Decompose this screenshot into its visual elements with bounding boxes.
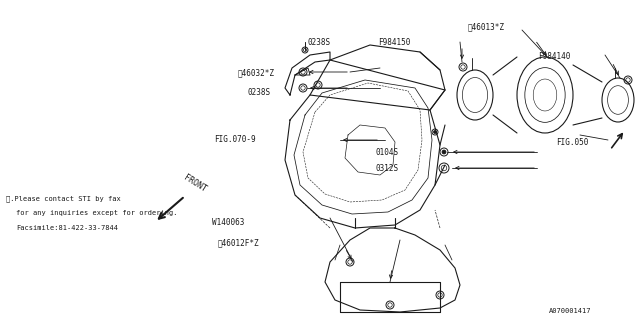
Text: ※.Please contact STI by fax: ※.Please contact STI by fax (6, 195, 121, 202)
Text: 0238S: 0238S (248, 88, 271, 97)
Text: Facsimile:81-422-33-7844: Facsimile:81-422-33-7844 (16, 225, 118, 231)
Text: A070001417: A070001417 (549, 308, 591, 314)
Text: 0312S: 0312S (376, 164, 399, 173)
Text: FIG.070-9: FIG.070-9 (214, 135, 255, 144)
Text: for any inquiries except for ordering.: for any inquiries except for ordering. (16, 210, 177, 216)
Text: 0238S: 0238S (308, 38, 331, 47)
Text: FRONT: FRONT (182, 173, 208, 194)
Text: W140063: W140063 (212, 218, 244, 227)
Text: ※46012F*Z: ※46012F*Z (218, 238, 260, 247)
Text: 0104S: 0104S (376, 148, 399, 157)
Text: FIG.050: FIG.050 (556, 138, 588, 147)
Text: ※46032*Z: ※46032*Z (238, 68, 275, 77)
Text: F984150: F984150 (378, 38, 410, 47)
Text: F984140: F984140 (538, 52, 570, 61)
Circle shape (433, 131, 436, 133)
Circle shape (442, 150, 446, 154)
Text: ※46013*Z: ※46013*Z (468, 22, 505, 31)
